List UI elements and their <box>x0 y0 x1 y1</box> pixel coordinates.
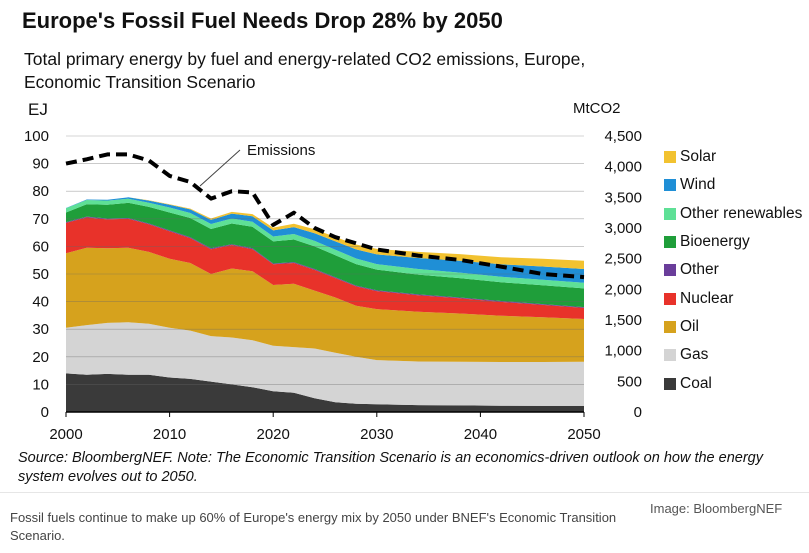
legend-item-other-renewables: Other renewables <box>664 200 802 228</box>
y-tick-label: 10 <box>32 376 49 393</box>
emissions-series-line <box>65 152 585 280</box>
emissions-annotation: Emissions <box>199 142 315 187</box>
right-axis-ticks: 0 500 1,000 1,500 2,000 2,500 3,000 3,500 4,000 4… <box>604 128 642 421</box>
y-tick-label: 90 <box>32 156 49 173</box>
chart-subtitle: Total primary energy by fuel and energy-… <box>24 49 586 92</box>
chart-title: Europe's Fossil Fuel Needs Drop 28% by 2… <box>22 8 503 33</box>
y2-tick-label: 3,500 <box>604 189 642 206</box>
y-tick-label: 50 <box>32 266 49 283</box>
emissions-line <box>65 152 585 280</box>
y-tick-label: 40 <box>32 294 49 311</box>
left-axis-unit: EJ <box>28 100 48 119</box>
legend-swatch <box>664 292 676 305</box>
image-credit: Image: BloombergNEF <box>650 501 783 516</box>
y-tick-label: 100 <box>24 128 49 145</box>
area-gas <box>66 322 584 406</box>
legend-item-gas: Gas <box>664 341 802 369</box>
legend-label: Wind <box>680 176 716 194</box>
legend-label: Gas <box>680 346 709 364</box>
legend-label: Nuclear <box>680 289 734 307</box>
x-tick-label: 2040 <box>464 426 497 443</box>
legend-item-solar: Solar <box>664 143 802 171</box>
x-tick-label: 2030 <box>360 426 393 443</box>
legend-item-wind: Wind <box>664 171 802 199</box>
legend-item-other: Other <box>664 256 802 284</box>
legend-swatch <box>664 236 676 249</box>
legend-swatch <box>664 349 676 362</box>
legend-item-nuclear: Nuclear <box>664 284 802 312</box>
x-tick-label: 2050 <box>567 426 600 443</box>
stacked-areas <box>66 197 584 412</box>
y2-tick-label: 4,500 <box>604 128 642 145</box>
right-axis-unit: MtCO2 <box>573 100 621 117</box>
legend-label: Coal <box>680 374 712 392</box>
y2-tick-label: 3,000 <box>604 220 642 237</box>
y2-tick-label: 0 <box>634 404 642 421</box>
legend-item-oil: Oil <box>664 313 802 341</box>
legend-item-bioenergy: Bioenergy <box>664 228 802 256</box>
y2-tick-label: 4,000 <box>604 159 642 176</box>
left-axis-ticks: 0 10 20 30 40 50 60 70 80 90 100 <box>24 128 49 421</box>
legend-swatch <box>664 320 676 333</box>
legend-label: Other renewables <box>680 204 803 222</box>
area-nuclear <box>66 217 584 319</box>
y-tick-label: 60 <box>32 238 49 255</box>
area-bioenergy <box>66 202 584 308</box>
annotation-leader-line <box>199 149 241 187</box>
legend-label: Bioenergy <box>680 233 750 251</box>
legend: Solar Wind Other renewables Bioenergy Other N… <box>664 143 802 398</box>
y-tick-label: 0 <box>41 404 49 421</box>
x-tick-label: 2020 <box>257 426 290 443</box>
area-other-renewables <box>66 198 584 289</box>
legend-label: Solar <box>680 148 717 166</box>
source-note: Source: BloombergNEF. Note: The Economic… <box>18 450 763 485</box>
y2-tick-label: 2,500 <box>604 251 642 268</box>
y2-tick-label: 500 <box>617 373 642 390</box>
axes <box>65 411 585 417</box>
legend-item-coal: Coal <box>664 369 802 397</box>
y2-tick-label: 1,500 <box>604 312 642 329</box>
legend-label: Oil <box>680 317 699 335</box>
x-axis-ticks: 2000 2010 2020 2030 2040 2050 <box>49 426 600 443</box>
legend-label: Other <box>680 261 719 279</box>
y-tick-label: 70 <box>32 211 49 228</box>
area-oil <box>66 247 584 362</box>
area-solar <box>66 197 584 269</box>
legend-swatch <box>664 207 676 220</box>
x-tick-label: 2000 <box>49 426 82 443</box>
y-tick-label: 80 <box>32 183 49 200</box>
legend-swatch <box>664 179 676 192</box>
x-tick-label: 2010 <box>153 426 186 443</box>
area-coal <box>66 373 584 412</box>
legend-swatch <box>664 151 676 164</box>
y2-tick-label: 1,000 <box>604 343 642 360</box>
legend-swatch <box>664 264 676 277</box>
divider <box>0 492 809 493</box>
y-tick-label: 30 <box>32 321 49 338</box>
y-tick-label: 20 <box>32 349 49 366</box>
area-wind <box>66 197 584 283</box>
y2-tick-label: 2,000 <box>604 281 642 298</box>
legend-swatch <box>664 377 676 390</box>
figure-caption: Fossil fuels continue to make up 60% of … <box>10 510 617 543</box>
annotation-label: Emissions <box>247 142 315 159</box>
